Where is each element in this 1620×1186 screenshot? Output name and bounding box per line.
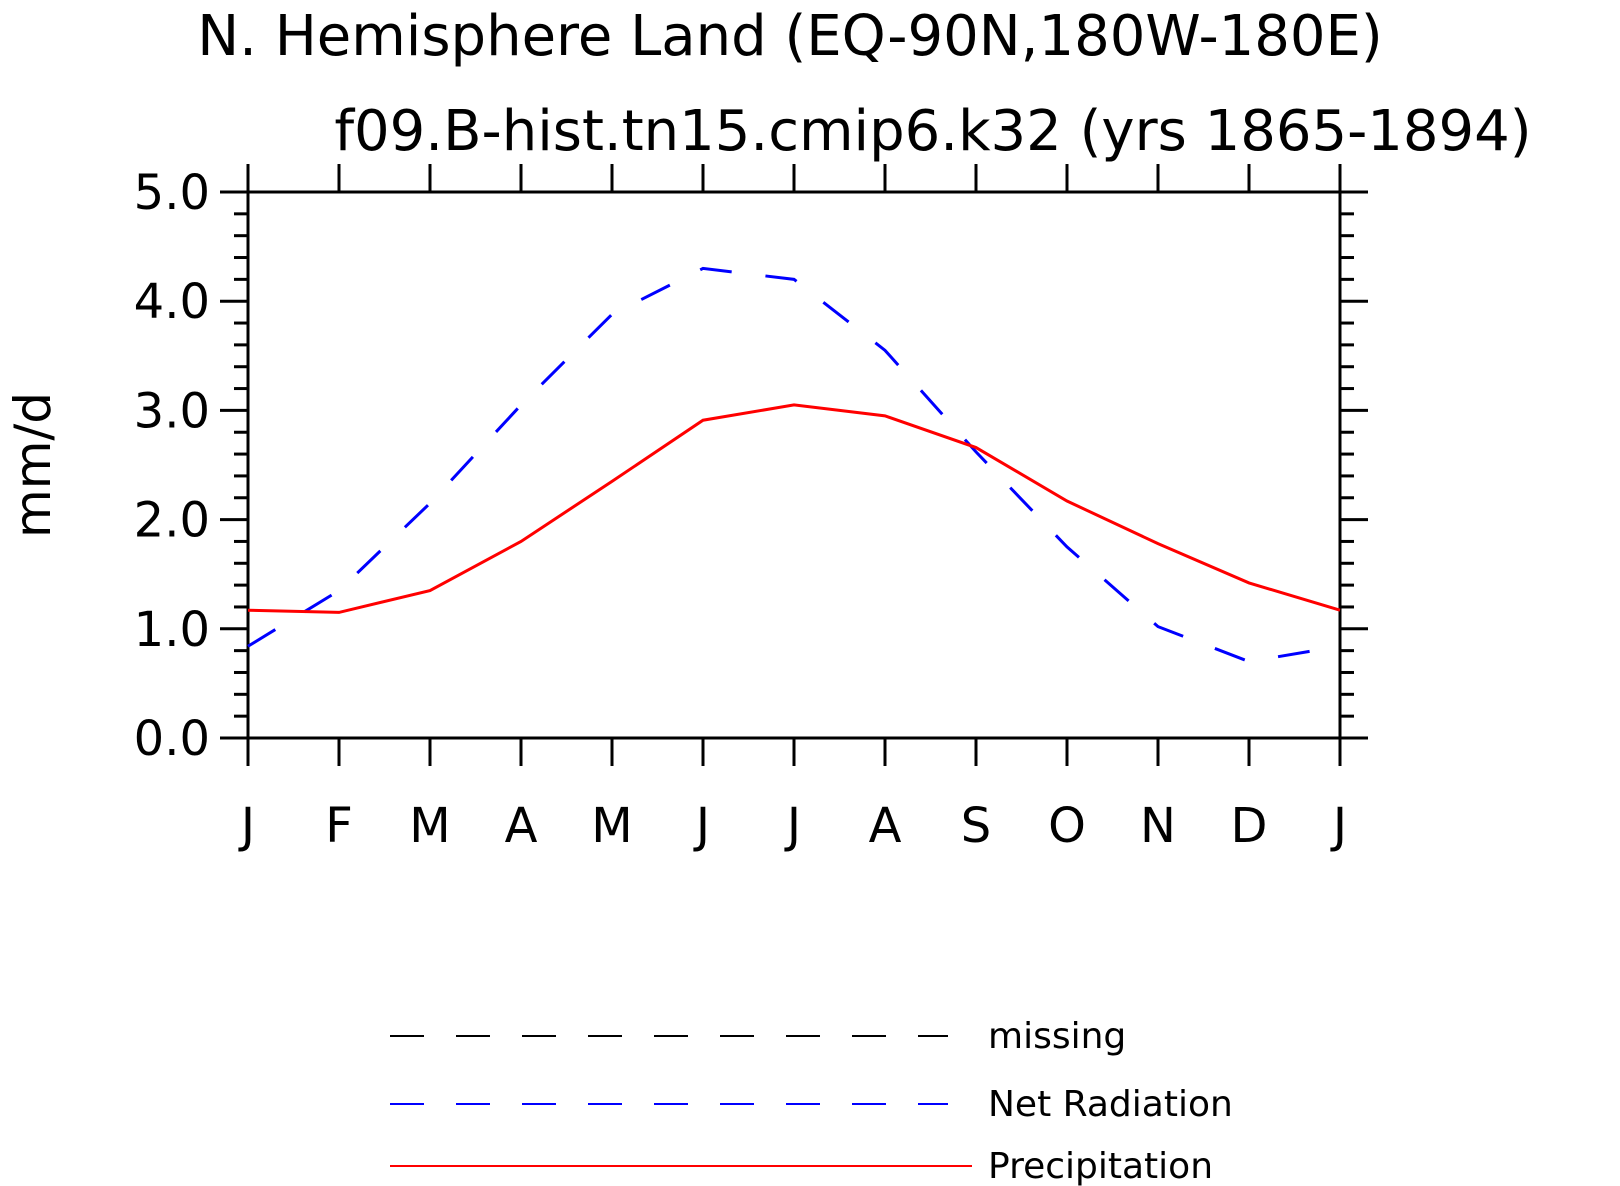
x-tick-label: M — [409, 798, 450, 854]
x-tick-label: F — [325, 798, 353, 854]
x-tick-label: N — [1140, 798, 1176, 854]
x-tick-label: A — [869, 798, 902, 854]
y-tick-label: 1.0 — [134, 602, 210, 658]
chart-title: N. Hemisphere Land (EQ-90N,180W-180E) — [197, 4, 1383, 69]
legend: missing Net Radiation Precipitation — [390, 1016, 1233, 1186]
x-tick-label: M — [591, 798, 632, 854]
x-tick-label: J — [1330, 798, 1347, 854]
chart-subtitle: f09.B-hist.tn15.cmip6.k32 (yrs 1865-1894… — [334, 99, 1531, 164]
x-tick-label: J — [238, 798, 255, 854]
y-axis-label: mm/d — [4, 392, 62, 538]
series-line-precipitation — [247, 403, 1341, 614]
x-tick-label: A — [505, 798, 538, 854]
legend-label: missing — [988, 1016, 1126, 1057]
x-tick-label: J — [784, 798, 801, 854]
x-tick-label: O — [1048, 798, 1086, 854]
legend-label: Precipitation — [988, 1146, 1213, 1186]
series-line-net-radiation — [247, 266, 1341, 664]
series-lines — [247, 266, 1341, 664]
y-tick-labels: 0.0 1.0 2.0 3.0 4.0 5.0 — [134, 165, 210, 767]
y-tick-label: 5.0 — [134, 165, 210, 221]
plot-frame — [246, 190, 1342, 740]
y-tick-label: 2.0 — [134, 493, 210, 549]
y-tick-label: 3.0 — [134, 383, 210, 439]
legend-label: Net Radiation — [988, 1084, 1233, 1125]
x-tick-label: D — [1231, 798, 1268, 854]
x-tick-label: S — [961, 798, 991, 854]
x-tick-label: J — [693, 798, 710, 854]
y-tick-label: 4.0 — [134, 274, 210, 330]
axis-ticks — [220, 164, 1368, 766]
y-tick-label: 0.0 — [134, 711, 210, 767]
